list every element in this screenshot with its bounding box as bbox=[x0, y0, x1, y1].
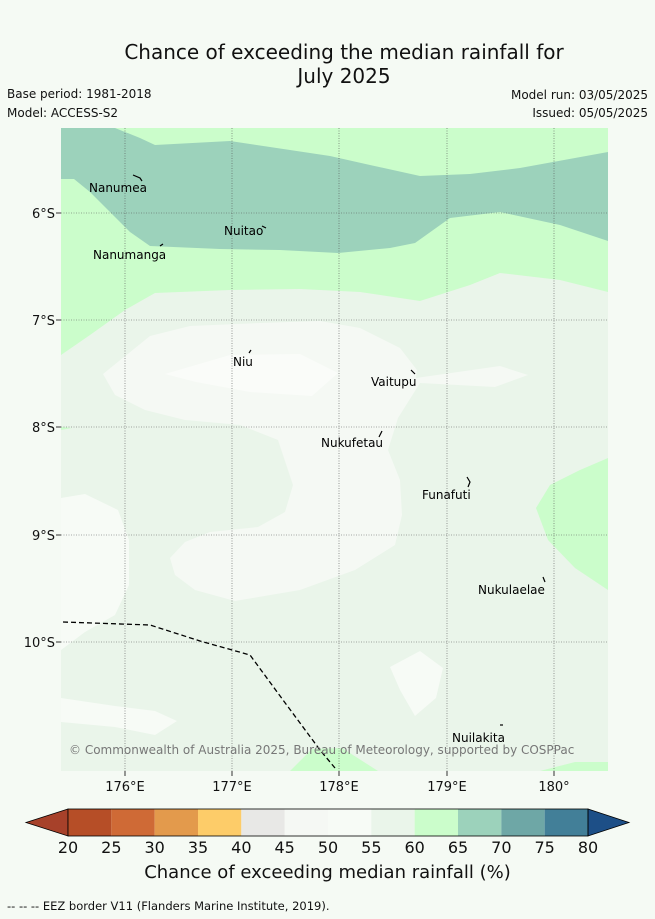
copyright-notice: © Commonwealth of Australia 2025, Bureau… bbox=[69, 743, 574, 757]
region-50-55-core bbox=[165, 354, 338, 396]
place-label-vaitupu: Vaitupu bbox=[371, 375, 417, 389]
place-label-nukufetau: Nukufetau bbox=[321, 436, 383, 450]
region-50-55-south bbox=[390, 651, 443, 716]
island-nuitao bbox=[261, 225, 267, 229]
lat-label-9s: 9°S bbox=[32, 529, 55, 544]
place-label-nuilakita: Nuilakita bbox=[452, 731, 505, 745]
colorbar-tick-label: 25 bbox=[101, 838, 121, 857]
issued-date: Issued: 05/05/2025 bbox=[532, 106, 648, 120]
place-label-nukulaelae: Nukulaelae bbox=[478, 583, 545, 597]
lat-label-7s: 7°S bbox=[32, 314, 55, 329]
colorbar-tick-label: 65 bbox=[448, 838, 468, 857]
island-nanumanga bbox=[159, 243, 164, 247]
colorbar-segment bbox=[414, 809, 458, 836]
lat-label-8s: 8°S bbox=[32, 421, 55, 436]
map-area: Nanumea Nuitao Nanumanga Niu Vaitupu Nuk… bbox=[61, 128, 608, 771]
island-marks bbox=[132, 174, 546, 726]
region-50-55-sw bbox=[61, 698, 177, 735]
place-label-funafuti: Funafuti bbox=[422, 488, 471, 502]
map-title: Chance of exceeding the median rainfall … bbox=[0, 40, 655, 88]
colorbar-segment bbox=[154, 809, 198, 836]
model-run-date: Model run: 03/05/2025 bbox=[510, 88, 648, 102]
colorbar-segment bbox=[501, 809, 545, 836]
colorbar-tick-label: 20 bbox=[58, 838, 78, 857]
region-50-55-west bbox=[61, 494, 129, 650]
title-line-2: July 2025 bbox=[297, 64, 391, 88]
island-nanumea bbox=[132, 174, 143, 182]
place-label-nanumanga: Nanumanga bbox=[93, 248, 166, 262]
island-nukulaelae bbox=[542, 576, 546, 583]
colorbar-tick-label: 70 bbox=[491, 838, 511, 857]
colorbar-outline bbox=[67, 808, 589, 837]
colorbar-segment bbox=[458, 809, 502, 836]
colorbar-extend-high bbox=[587, 808, 631, 837]
title-line-1: Chance of exceeding the median rainfall … bbox=[124, 40, 564, 64]
colorbar: 20 25 30 35 40 45 50 55 60 65 70 75 80 bbox=[24, 808, 631, 857]
lon-label-177e: 177°E bbox=[212, 780, 252, 795]
colorbar-segment bbox=[284, 809, 328, 836]
colorbar-tick-label: 55 bbox=[361, 838, 381, 857]
colorbar-segment bbox=[371, 809, 415, 836]
place-label-niu: Niu bbox=[233, 355, 253, 369]
colorbar-tick-label: 80 bbox=[578, 838, 598, 857]
lat-label-10s: 10°S bbox=[24, 636, 55, 651]
island-funafuti bbox=[466, 476, 471, 488]
lon-label-179e: 179°E bbox=[427, 780, 467, 795]
lon-label-176e: 176°E bbox=[105, 780, 145, 795]
region-65-70 bbox=[61, 128, 608, 253]
lat-label-6s: 6°S bbox=[32, 207, 55, 222]
region-60-65-south bbox=[290, 748, 378, 771]
place-label-nuitao: Nuitao bbox=[224, 224, 263, 238]
colorbar-tick-label: 40 bbox=[231, 838, 251, 857]
colorbar-segment bbox=[328, 809, 372, 836]
region-50-55-center bbox=[103, 321, 528, 601]
colorbar-extend-low bbox=[24, 808, 69, 837]
colorbar-tick-label: 75 bbox=[534, 838, 554, 857]
colorbar-segment bbox=[241, 809, 285, 836]
colorbar-tick-label: 50 bbox=[318, 838, 338, 857]
lon-label-180: 180° bbox=[538, 780, 569, 795]
region-60-65-sliver bbox=[61, 427, 72, 430]
lon-label-178e: 178°E bbox=[319, 780, 359, 795]
colorbar-segment bbox=[111, 809, 155, 836]
eez-legend-note: -- -- -- EEZ border V11 (Flanders Marine… bbox=[7, 899, 330, 913]
island-vaitupu bbox=[410, 369, 416, 375]
grid-lines bbox=[61, 128, 608, 771]
colorbar-tick-label: 35 bbox=[188, 838, 208, 857]
region-60-65-se bbox=[540, 762, 608, 771]
place-label-nanumea: Nanumea bbox=[89, 181, 147, 195]
colorbar-segment bbox=[544, 809, 588, 836]
colorbar-tick-label: 60 bbox=[404, 838, 424, 857]
colorbar-label: Chance of exceeding median rainfall (%) bbox=[144, 862, 511, 883]
base-period: Base period: 1981-2018 bbox=[7, 87, 152, 101]
island-nukufetau bbox=[378, 430, 383, 438]
colorbar-segment bbox=[68, 809, 112, 836]
colorbar-tick-label: 30 bbox=[144, 838, 164, 857]
island-niu bbox=[248, 349, 252, 354]
model-name: Model: ACCESS-S2 bbox=[7, 106, 119, 120]
colorbar-segment bbox=[198, 809, 242, 836]
axis-ticks bbox=[56, 212, 555, 776]
colorbar-tick-label: 45 bbox=[274, 838, 294, 857]
